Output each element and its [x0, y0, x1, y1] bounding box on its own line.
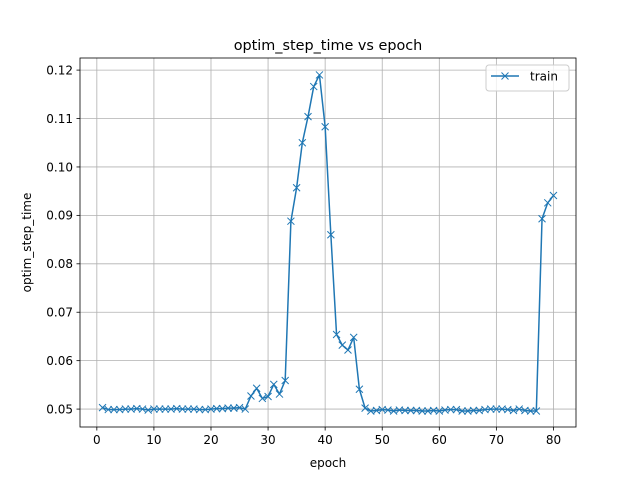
y-tick-label: 0.11: [46, 112, 73, 126]
data-point-marker: [304, 112, 312, 121]
y-tick-label: 0.10: [46, 160, 73, 174]
data-point-marker: [155, 405, 164, 413]
data-point-marker: [406, 406, 415, 415]
data-point-marker: [549, 191, 558, 200]
legend: train: [485, 64, 570, 92]
data-point-marker: [327, 230, 335, 239]
data-point-marker: [538, 214, 546, 223]
data-point-marker: [418, 407, 427, 415]
y-tick-label: 0.09: [46, 209, 73, 223]
data-point-marker: [452, 405, 461, 414]
data-point-marker: [287, 217, 295, 226]
data-point-marker: [338, 341, 347, 350]
y-tick-label: 0.07: [46, 306, 73, 320]
data-point-marker: [486, 405, 495, 413]
data-point-marker: [269, 380, 278, 389]
data-point-marker: [309, 82, 318, 91]
x-tick-label: 60: [432, 433, 447, 447]
data-point-marker: [121, 405, 130, 413]
data-point-marker: [264, 392, 272, 401]
data-point-marker: [104, 405, 113, 414]
axes-frame: [79, 57, 577, 428]
y-tick-label: 0.12: [46, 63, 73, 77]
x-tick-label: 20: [203, 433, 218, 447]
x-tick-label: 50: [375, 433, 390, 447]
y-tick-label: 0.05: [46, 402, 73, 416]
data-point-marker: [361, 404, 369, 412]
x-tick-label: 80: [546, 433, 561, 447]
y-tick-label: 0.08: [46, 257, 73, 271]
data-point-marker: [298, 138, 307, 147]
data-point-marker: [292, 183, 301, 192]
series-layer: [98, 71, 558, 415]
data-point-marker: [224, 404, 232, 412]
data-point-marker: [401, 406, 409, 415]
legend-x-marker: [501, 72, 509, 80]
data-point-marker: [184, 405, 193, 413]
legend-box: [485, 64, 570, 92]
data-point-marker: [446, 405, 455, 414]
data-point-marker: [458, 407, 466, 415]
data-point-marker: [469, 406, 478, 415]
x-tick-label: 30: [260, 433, 275, 447]
data-point-marker: [532, 407, 541, 415]
data-point-marker: [110, 405, 118, 414]
data-point-marker: [212, 404, 221, 413]
data-point-marker: [321, 122, 329, 131]
data-point-marker: [355, 385, 364, 394]
data-point-marker: [252, 384, 261, 393]
data-point-marker: [515, 405, 524, 413]
x-tick-label: 70: [489, 433, 504, 447]
y-axis-label: optim_step_time: [20, 193, 34, 293]
data-point-marker: [315, 71, 324, 79]
x-tick-label: 0: [93, 433, 101, 447]
data-point-marker: [509, 406, 518, 415]
data-point-marker: [332, 330, 341, 339]
data-point-marker: [195, 405, 204, 414]
legend-marker-x-icon: [501, 72, 509, 80]
data-point-marker: [235, 403, 244, 412]
x-axis-label: epoch: [310, 456, 347, 470]
chart-title: optim_step_time vs epoch: [234, 38, 423, 54]
data-point-marker: [178, 405, 187, 413]
legend-label-train: train: [530, 70, 558, 84]
data-point-marker: [258, 394, 267, 403]
data-point-marker: [492, 405, 501, 413]
data-point-marker: [150, 405, 158, 413]
x-tick-label: 10: [146, 433, 161, 447]
data-point-marker: [526, 407, 535, 415]
data-point-marker: [344, 346, 352, 354]
data-point-marker: [161, 405, 170, 413]
data-point-marker: [281, 376, 290, 385]
ticks: 0 10 20 30 40 50 60 70 80 0.05 0.06 0.07 0.08 0.09 0.1…: [46, 63, 561, 447]
series-line-train: [101, 74, 555, 412]
data-point-marker: [98, 403, 107, 412]
data-point-marker: [543, 198, 552, 207]
data-point-marker: [349, 333, 358, 342]
data-point-marker: [241, 405, 250, 413]
data-point-marker: [247, 392, 255, 400]
x-tick-label: 40: [318, 433, 333, 447]
y-tick-label: 0.06: [46, 354, 73, 368]
data-point-marker: [275, 390, 284, 398]
